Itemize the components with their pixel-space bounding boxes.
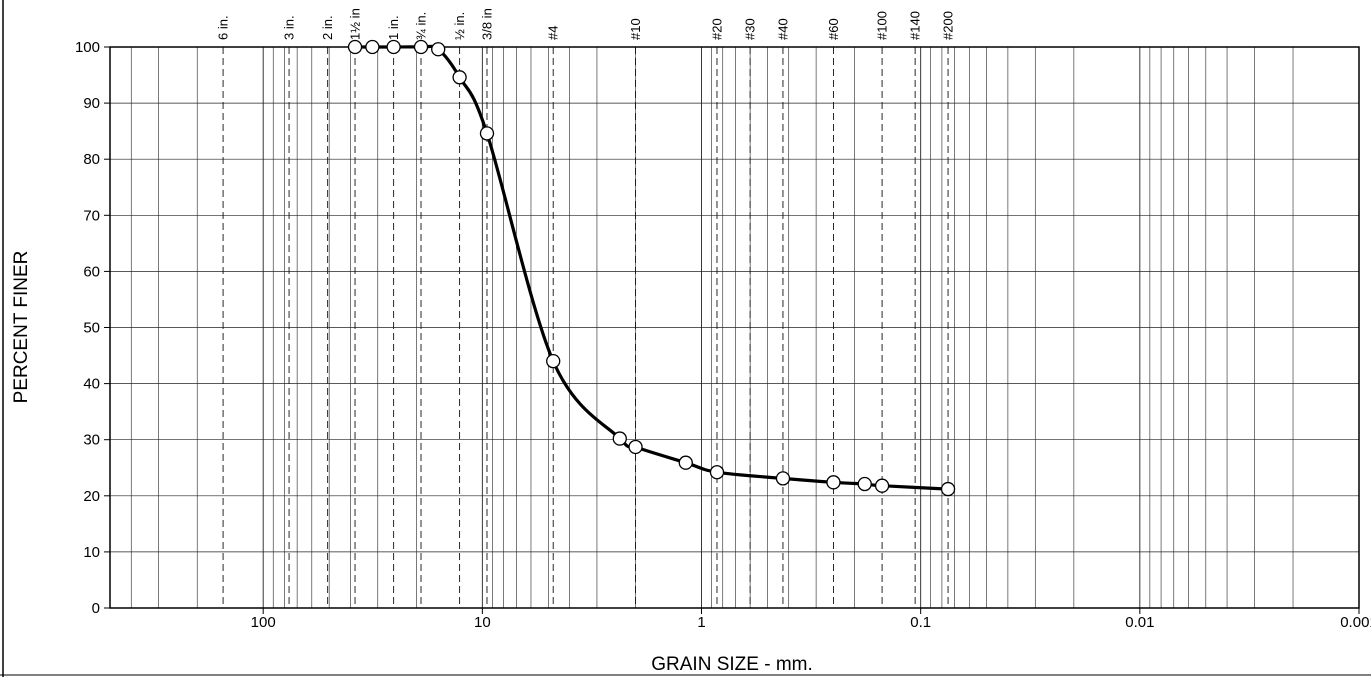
sieve-label: 2 in. bbox=[320, 15, 335, 40]
data-point bbox=[826, 475, 841, 490]
sieve-label: #140 bbox=[908, 11, 923, 40]
y-tick-label: 80 bbox=[83, 151, 100, 168]
x-tick-label: 0.1 bbox=[910, 614, 931, 631]
y-tick-label: 0 bbox=[92, 600, 100, 617]
y-tick-label: 60 bbox=[83, 263, 100, 280]
sieve-label: #4 bbox=[546, 26, 561, 40]
y-tick-label: 40 bbox=[83, 376, 100, 393]
sieve-label: ½ in. bbox=[452, 12, 467, 40]
data-point bbox=[347, 39, 363, 55]
sieve-label: 6 in. bbox=[216, 15, 231, 40]
x-tick-label: 0.01 bbox=[1125, 614, 1154, 631]
y-tick-label: 90 bbox=[83, 95, 100, 112]
data-point bbox=[612, 431, 627, 446]
sieve-label: #200 bbox=[941, 11, 956, 40]
sieve-label: #40 bbox=[775, 18, 790, 40]
sieve-lines-layer: 6 in. 3 in. 2 in. 1½ in 1 in. ¾ in. ½ in. 3/8 i… bbox=[216, 8, 956, 608]
y-tick-label: 70 bbox=[83, 207, 100, 224]
data-point bbox=[546, 354, 561, 369]
x-tick-label: 1 bbox=[697, 614, 705, 631]
sieve-label: #100 bbox=[875, 11, 890, 40]
data-point bbox=[709, 465, 725, 480]
data-point bbox=[431, 42, 446, 57]
data-points-layer bbox=[347, 39, 956, 497]
sieve-label: #10 bbox=[628, 18, 643, 40]
y-axis-title: PERCENT FINER bbox=[11, 251, 32, 404]
sieve-label: 3/8 in bbox=[479, 8, 494, 40]
sieve-label: #20 bbox=[709, 18, 724, 40]
data-point bbox=[940, 481, 956, 497]
data-point bbox=[479, 126, 495, 141]
sieve-label: #60 bbox=[826, 18, 841, 40]
x-tick-labels: 100 10 1 0.1 0.01 0.001 bbox=[251, 608, 1371, 631]
data-point bbox=[413, 39, 429, 55]
data-point bbox=[775, 471, 791, 486]
data-point bbox=[628, 439, 643, 455]
y-tick-label: 10 bbox=[83, 544, 100, 561]
sieve-label: 1 in. bbox=[386, 15, 401, 40]
sieve-label: 3 in. bbox=[282, 15, 297, 40]
y-tick-labels: 0 10 20 30 40 50 60 70 80 90 100 bbox=[75, 39, 110, 617]
sieve-label: ¾ in. bbox=[414, 12, 429, 40]
data-point bbox=[452, 70, 467, 85]
data-point bbox=[365, 39, 380, 55]
data-point bbox=[678, 455, 693, 470]
y-tick-label: 50 bbox=[83, 320, 100, 337]
x-tick-label: 0.001 bbox=[1340, 614, 1371, 631]
data-point bbox=[857, 476, 872, 492]
y-tick-label: 100 bbox=[75, 39, 100, 56]
data-point bbox=[874, 478, 890, 493]
x-tick-label: 10 bbox=[474, 614, 491, 631]
y-tick-label: 30 bbox=[83, 432, 100, 449]
gradation-curve bbox=[353, 44, 950, 491]
x-axis-title: GRAIN SIZE - mm. bbox=[651, 654, 813, 675]
sieve-label: #30 bbox=[743, 18, 758, 40]
data-point bbox=[386, 39, 401, 55]
y-tick-label: 20 bbox=[83, 488, 100, 505]
sieve-label: 1½ in bbox=[348, 8, 363, 40]
grid-layer bbox=[109, 46, 1360, 609]
x-tick-label: 100 bbox=[251, 614, 276, 631]
